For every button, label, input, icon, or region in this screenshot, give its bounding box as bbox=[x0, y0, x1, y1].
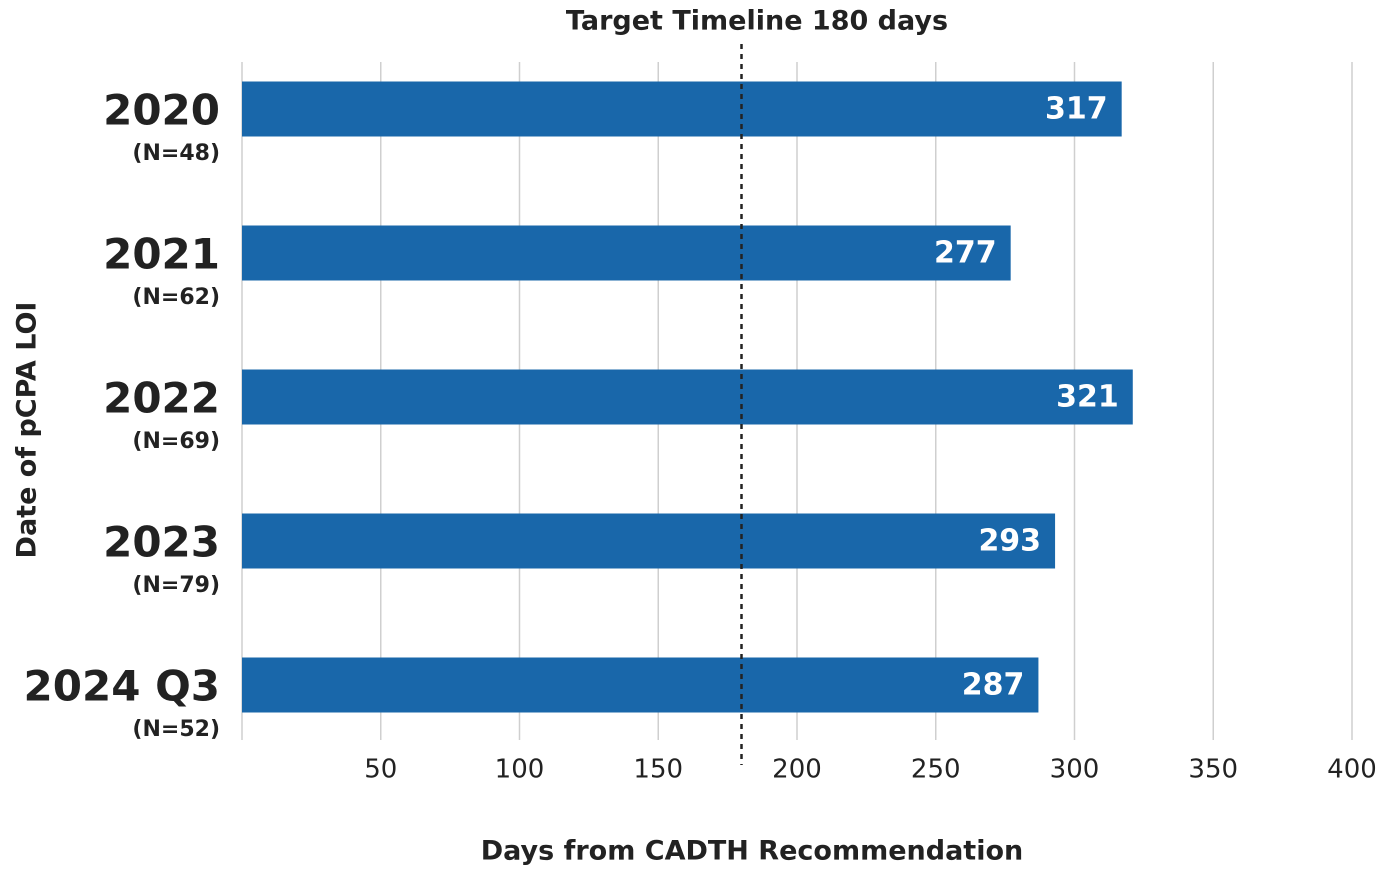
x-tick-label: 400 bbox=[1327, 755, 1377, 785]
y-tick-sublabel: (N=69) bbox=[132, 429, 220, 454]
value-label: 321 bbox=[1056, 380, 1119, 415]
x-tick-label: 200 bbox=[772, 755, 822, 785]
bar bbox=[242, 81, 1122, 137]
y-tick-label: 2022 bbox=[103, 374, 220, 423]
y-tick-sublabel: (N=48) bbox=[132, 141, 220, 166]
x-tick-label: 100 bbox=[495, 755, 545, 785]
y-tick-label: 2024 Q3 bbox=[24, 662, 220, 711]
y-tick-sublabel: (N=52) bbox=[132, 717, 220, 742]
y-axis-title: Date of pCPA LOI bbox=[12, 302, 43, 559]
value-label: 293 bbox=[978, 524, 1041, 559]
y-tick-label: 2020 bbox=[103, 86, 220, 135]
x-tick-label: 150 bbox=[633, 755, 683, 785]
y-tick-label: 2023 bbox=[103, 518, 220, 567]
bar bbox=[242, 513, 1056, 569]
x-tick-label: 350 bbox=[1188, 755, 1238, 785]
bar bbox=[242, 225, 1011, 281]
x-tick-label: 300 bbox=[1050, 755, 1100, 785]
y-tick-sublabel: (N=62) bbox=[132, 285, 220, 310]
x-tick-label: 250 bbox=[911, 755, 961, 785]
x-tick-label: 50 bbox=[364, 755, 397, 785]
bar bbox=[242, 369, 1133, 425]
value-label: 277 bbox=[934, 236, 997, 271]
value-label: 287 bbox=[962, 668, 1025, 703]
annotation: Target Timeline 180 days bbox=[566, 6, 948, 37]
value-label: 317 bbox=[1045, 92, 1108, 127]
y-tick-label: 2021 bbox=[103, 230, 220, 279]
bar bbox=[242, 657, 1039, 713]
x-axis-title: Days from CADTH Recommendation bbox=[481, 836, 1024, 867]
y-tick-sublabel: (N=79) bbox=[132, 573, 220, 598]
